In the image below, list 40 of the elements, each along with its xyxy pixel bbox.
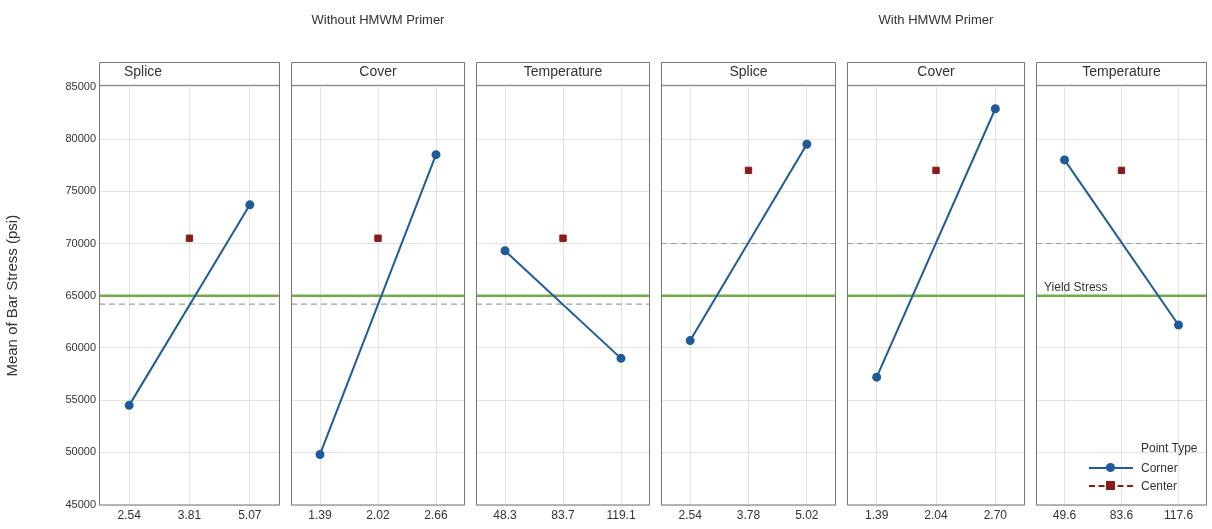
y-tick-label: 65000 xyxy=(65,288,96,301)
chart-title: Temperature xyxy=(523,63,603,80)
x-tick-label: 5.07 xyxy=(238,508,262,523)
ref-line-label: Yield Stress xyxy=(1044,280,1108,295)
x-tick-label: 48.3 xyxy=(493,508,517,523)
x-tick-label: 5.02 xyxy=(795,508,819,523)
y-tick-label: 75000 xyxy=(65,184,96,197)
y-tick-label: 45000 xyxy=(65,497,96,510)
x-tick-label: 83.6 xyxy=(1109,508,1134,523)
y-tick-label: 55000 xyxy=(65,393,96,406)
chart-title: Cover xyxy=(917,63,955,80)
chart-subtitle: With HMWM Primer xyxy=(877,12,995,27)
x-tick-label: 83.7 xyxy=(551,508,575,523)
chart-title: Cover xyxy=(359,63,397,80)
y-tick-label: 50000 xyxy=(65,445,96,458)
x-tick-label: 3.78 xyxy=(736,508,761,523)
legend-label: Corner xyxy=(1141,460,1178,475)
chart-title: Splice xyxy=(729,63,768,80)
x-tick-label: 2.54 xyxy=(117,508,142,523)
chart-title: Splice xyxy=(123,63,163,80)
x-tick-label: 2.54 xyxy=(678,508,703,523)
chart-subtitle: Without HMWM Primer xyxy=(310,12,446,27)
x-tick-label: 117.6 xyxy=(1163,508,1194,523)
y-tick-label: 60000 xyxy=(65,340,96,353)
y-tick-label: 80000 xyxy=(65,132,96,145)
x-tick-label: 1.39 xyxy=(308,508,332,523)
x-tick-label: 1.39 xyxy=(864,508,889,523)
y-tick-label: 70000 xyxy=(65,236,96,249)
y-axis-title: Mean of Bar Stress (psi) xyxy=(3,214,21,377)
legend-label: Center xyxy=(1141,478,1178,493)
x-tick-label: 3.81 xyxy=(177,508,202,523)
legend-title: Point Type xyxy=(1141,440,1198,455)
x-tick-label: 49.6 xyxy=(1052,508,1077,523)
x-tick-label: 2.66 xyxy=(424,508,448,523)
chart-title: Temperature xyxy=(1082,63,1162,80)
x-tick-label: 119.1 xyxy=(606,508,636,523)
x-tick-label: 2.70 xyxy=(983,508,1008,523)
x-tick-label: 2.04 xyxy=(924,508,948,523)
x-tick-label: 2.02 xyxy=(366,508,390,523)
y-tick-label: 85000 xyxy=(65,79,96,92)
